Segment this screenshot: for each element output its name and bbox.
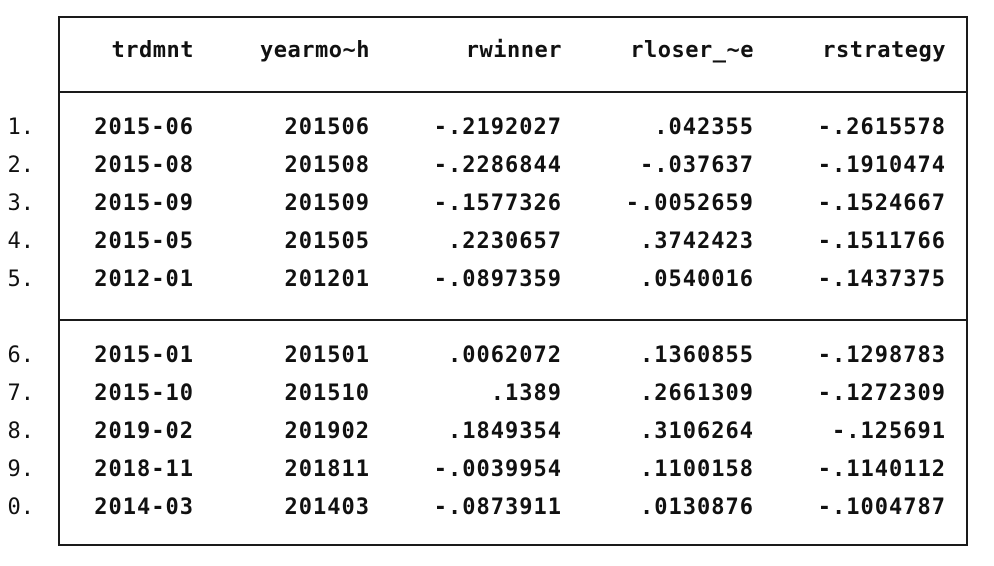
cell-yearmonth: 201508 — [284, 153, 370, 178]
row-number: 9. — [7, 457, 35, 482]
cell-rwinner: -.0039954 — [433, 457, 562, 482]
column-header-yearmonth: yearmo~h — [260, 38, 370, 63]
cell-rwinner: -.2192027 — [433, 115, 562, 140]
cell-rstrategy: -.1140112 — [817, 457, 946, 482]
cell-rloser: .042355 — [654, 115, 754, 140]
cell-rstrategy: -.1437375 — [817, 267, 946, 292]
cell-yearmonth: 201201 — [284, 267, 370, 292]
cell-rwinner: .1389 — [490, 381, 562, 406]
column-header-rloser: rloser_~e — [630, 38, 754, 63]
row-number: 1. — [7, 115, 35, 140]
cell-trdmnt: 2019-02 — [94, 419, 194, 444]
cell-yearmonth: 201811 — [284, 457, 370, 482]
cell-rloser: .1100158 — [640, 457, 754, 482]
cell-rwinner: -.0873911 — [433, 495, 562, 520]
cell-rloser: -.037637 — [640, 153, 754, 178]
column-header-trdmnt: trdmnt — [111, 38, 194, 63]
cell-rloser: .3106264 — [640, 419, 754, 444]
row-number: 6. — [7, 343, 35, 368]
cell-yearmonth: 201501 — [284, 343, 370, 368]
cell-rstrategy: -.1511766 — [817, 229, 946, 254]
group-divider — [58, 319, 968, 321]
cell-rloser: .2661309 — [640, 381, 754, 406]
cell-rwinner: -.1577326 — [433, 191, 562, 216]
cell-rstrategy: -.1910474 — [817, 153, 946, 178]
cell-rstrategy: -.1524667 — [817, 191, 946, 216]
cell-rwinner: -.2286844 — [433, 153, 562, 178]
cell-trdmnt: 2015-10 — [94, 381, 194, 406]
cell-trdmnt: 2015-09 — [94, 191, 194, 216]
cell-rstrategy: -.1004787 — [817, 495, 946, 520]
row-number: 7. — [7, 381, 35, 406]
cell-trdmnt: 2018-11 — [94, 457, 194, 482]
cell-rloser: .1360855 — [640, 343, 754, 368]
cell-trdmnt: 2015-05 — [94, 229, 194, 254]
cell-rloser: .0130876 — [640, 495, 754, 520]
cell-rloser: -.0052659 — [625, 191, 754, 216]
column-header-rwinner: rwinner — [465, 38, 562, 63]
cell-trdmnt: 2015-06 — [94, 115, 194, 140]
cell-trdmnt: 2015-01 — [94, 343, 194, 368]
cell-yearmonth: 201902 — [284, 419, 370, 444]
row-number: 3. — [7, 191, 35, 216]
row-number: 8. — [7, 419, 35, 444]
row-number: 4. — [7, 229, 35, 254]
cell-rloser: .0540016 — [640, 267, 754, 292]
table-frame — [58, 16, 968, 546]
row-number: 5. — [7, 267, 35, 292]
cell-yearmonth: 201509 — [284, 191, 370, 216]
cell-rstrategy: -.1272309 — [817, 381, 946, 406]
cell-rloser: .3742423 — [640, 229, 754, 254]
cell-yearmonth: 201510 — [284, 381, 370, 406]
cell-rwinner: -.0897359 — [433, 267, 562, 292]
cell-trdmnt: 2012-01 — [94, 267, 194, 292]
cell-yearmonth: 201506 — [284, 115, 370, 140]
cell-yearmonth: 201403 — [284, 495, 370, 520]
row-number: 2. — [7, 153, 35, 178]
cell-rwinner: .1849354 — [448, 419, 562, 444]
cell-rstrategy: -.1298783 — [817, 343, 946, 368]
row-number: 0. — [7, 495, 35, 520]
column-header-rstrategy: rstrategy — [822, 38, 946, 63]
cell-trdmnt: 2014-03 — [94, 495, 194, 520]
cell-yearmonth: 201505 — [284, 229, 370, 254]
cell-rstrategy: -.2615578 — [817, 115, 946, 140]
cell-rstrategy: -.125691 — [832, 419, 946, 444]
cell-rwinner: .2230657 — [448, 229, 562, 254]
header-divider — [58, 91, 968, 93]
cell-rwinner: .0062072 — [448, 343, 562, 368]
cell-trdmnt: 2015-08 — [94, 153, 194, 178]
